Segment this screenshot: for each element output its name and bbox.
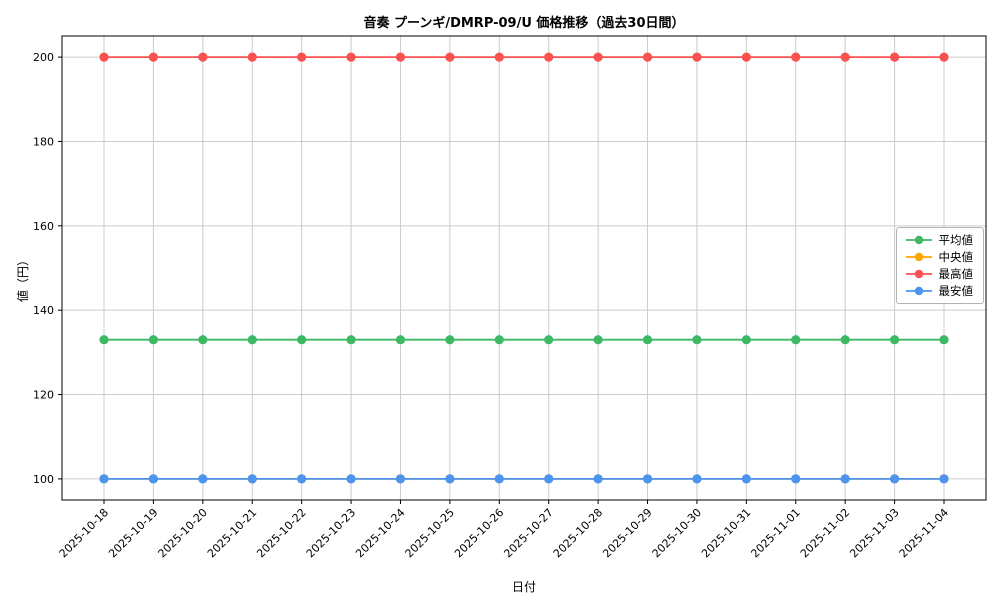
legend-marker [905, 235, 932, 245]
x-tick-label: 2025-10-25 [403, 506, 457, 560]
series-marker [741, 52, 751, 62]
series-marker [840, 335, 850, 345]
series-marker [346, 335, 356, 345]
series-marker [840, 52, 850, 62]
legend-item: 最安値 [905, 284, 974, 298]
series-marker [544, 474, 554, 484]
series-marker [247, 335, 257, 345]
series-marker [148, 52, 159, 62]
series-marker [593, 52, 603, 62]
legend-label: 中央値 [938, 250, 974, 264]
x-tick-label: 2025-11-03 [847, 506, 901, 560]
series-marker [148, 474, 159, 484]
series-marker [791, 474, 801, 484]
series-marker [889, 335, 900, 345]
x-tick-label: 2025-10-22 [254, 506, 308, 560]
series-marker [642, 52, 653, 62]
series-marker [741, 474, 751, 484]
series-marker [544, 52, 554, 62]
legend-label: 最高値 [938, 267, 974, 281]
x-tick-label: 2025-11-01 [748, 506, 802, 560]
x-tick-label: 2025-11-04 [897, 506, 951, 560]
series-marker [247, 52, 257, 62]
series-marker [642, 474, 653, 484]
series-marker [148, 335, 159, 345]
series-marker [346, 474, 356, 484]
series-marker [99, 335, 109, 345]
legend-marker [905, 286, 932, 296]
x-tick-label: 2025-10-20 [156, 506, 210, 560]
chart-title: 音奏 プーンギ/DMRP-09/U 価格推移（過去30日間） [363, 16, 685, 31]
series-marker [395, 474, 406, 484]
x-tick-label: 2025-10-23 [304, 506, 358, 560]
series-marker [198, 335, 208, 345]
x-tick-label: 2025-10-28 [551, 506, 605, 560]
series-marker [346, 52, 356, 62]
series-marker [889, 52, 900, 62]
series-marker [297, 335, 307, 345]
x-tick-label: 2025-10-19 [106, 506, 160, 560]
legend-label: 最安値 [938, 284, 974, 298]
y-tick-label: 100 [33, 473, 54, 486]
series-marker [494, 335, 504, 345]
x-axis-label: 日付 [511, 580, 536, 594]
series-marker [889, 474, 900, 484]
x-tick-label: 2025-10-30 [650, 506, 704, 560]
series-marker [840, 474, 850, 484]
legend-marker [905, 252, 932, 262]
series-marker [593, 335, 603, 345]
series-marker [395, 335, 406, 345]
x-tick-label: 2025-10-18 [57, 506, 111, 560]
series-marker [642, 335, 653, 345]
series-marker [939, 52, 949, 62]
axes-border [61, 35, 987, 501]
x-tick-label: 2025-10-31 [699, 506, 753, 560]
x-tick-label: 2025-10-21 [205, 506, 259, 560]
series-marker [791, 335, 801, 345]
y-tick-label: 200 [33, 51, 54, 64]
series-marker [99, 52, 109, 62]
legend-label: 平均値 [938, 233, 974, 247]
series-marker [198, 52, 208, 62]
y-tick-label: 140 [33, 304, 54, 317]
series-marker [297, 52, 307, 62]
y-tick-label: 160 [33, 220, 54, 233]
legend-marker [905, 269, 932, 279]
x-tick-label: 2025-10-26 [452, 506, 506, 560]
x-tick-label: 2025-10-24 [353, 506, 407, 560]
series-marker [544, 335, 554, 345]
series-marker [741, 335, 751, 345]
series-marker [445, 52, 455, 62]
series-marker [297, 474, 307, 484]
x-tick-label: 2025-10-27 [501, 506, 555, 560]
series-marker [692, 335, 702, 345]
series-marker [99, 474, 109, 484]
y-tick-label: 120 [33, 389, 54, 402]
series-marker [494, 474, 504, 484]
series-marker [198, 474, 208, 484]
x-tick-label: 2025-10-29 [600, 506, 654, 560]
y-tick-label: 180 [33, 135, 54, 148]
series-marker [494, 52, 504, 62]
legend-item: 最高値 [905, 267, 974, 281]
series-marker [939, 474, 949, 484]
series-marker [692, 52, 702, 62]
series-marker [445, 474, 455, 484]
legend-item: 中央値 [905, 250, 974, 264]
series-marker [445, 335, 455, 345]
series-marker [692, 474, 702, 484]
series-marker [593, 474, 603, 484]
series-marker [247, 474, 257, 484]
x-tick-label: 2025-11-02 [798, 506, 852, 560]
chart-legend: 平均値中央値最高値最安値 [895, 227, 984, 304]
series-marker [791, 52, 801, 62]
series-marker [939, 335, 949, 345]
legend-item: 平均値 [905, 233, 974, 247]
series-marker [395, 52, 406, 62]
